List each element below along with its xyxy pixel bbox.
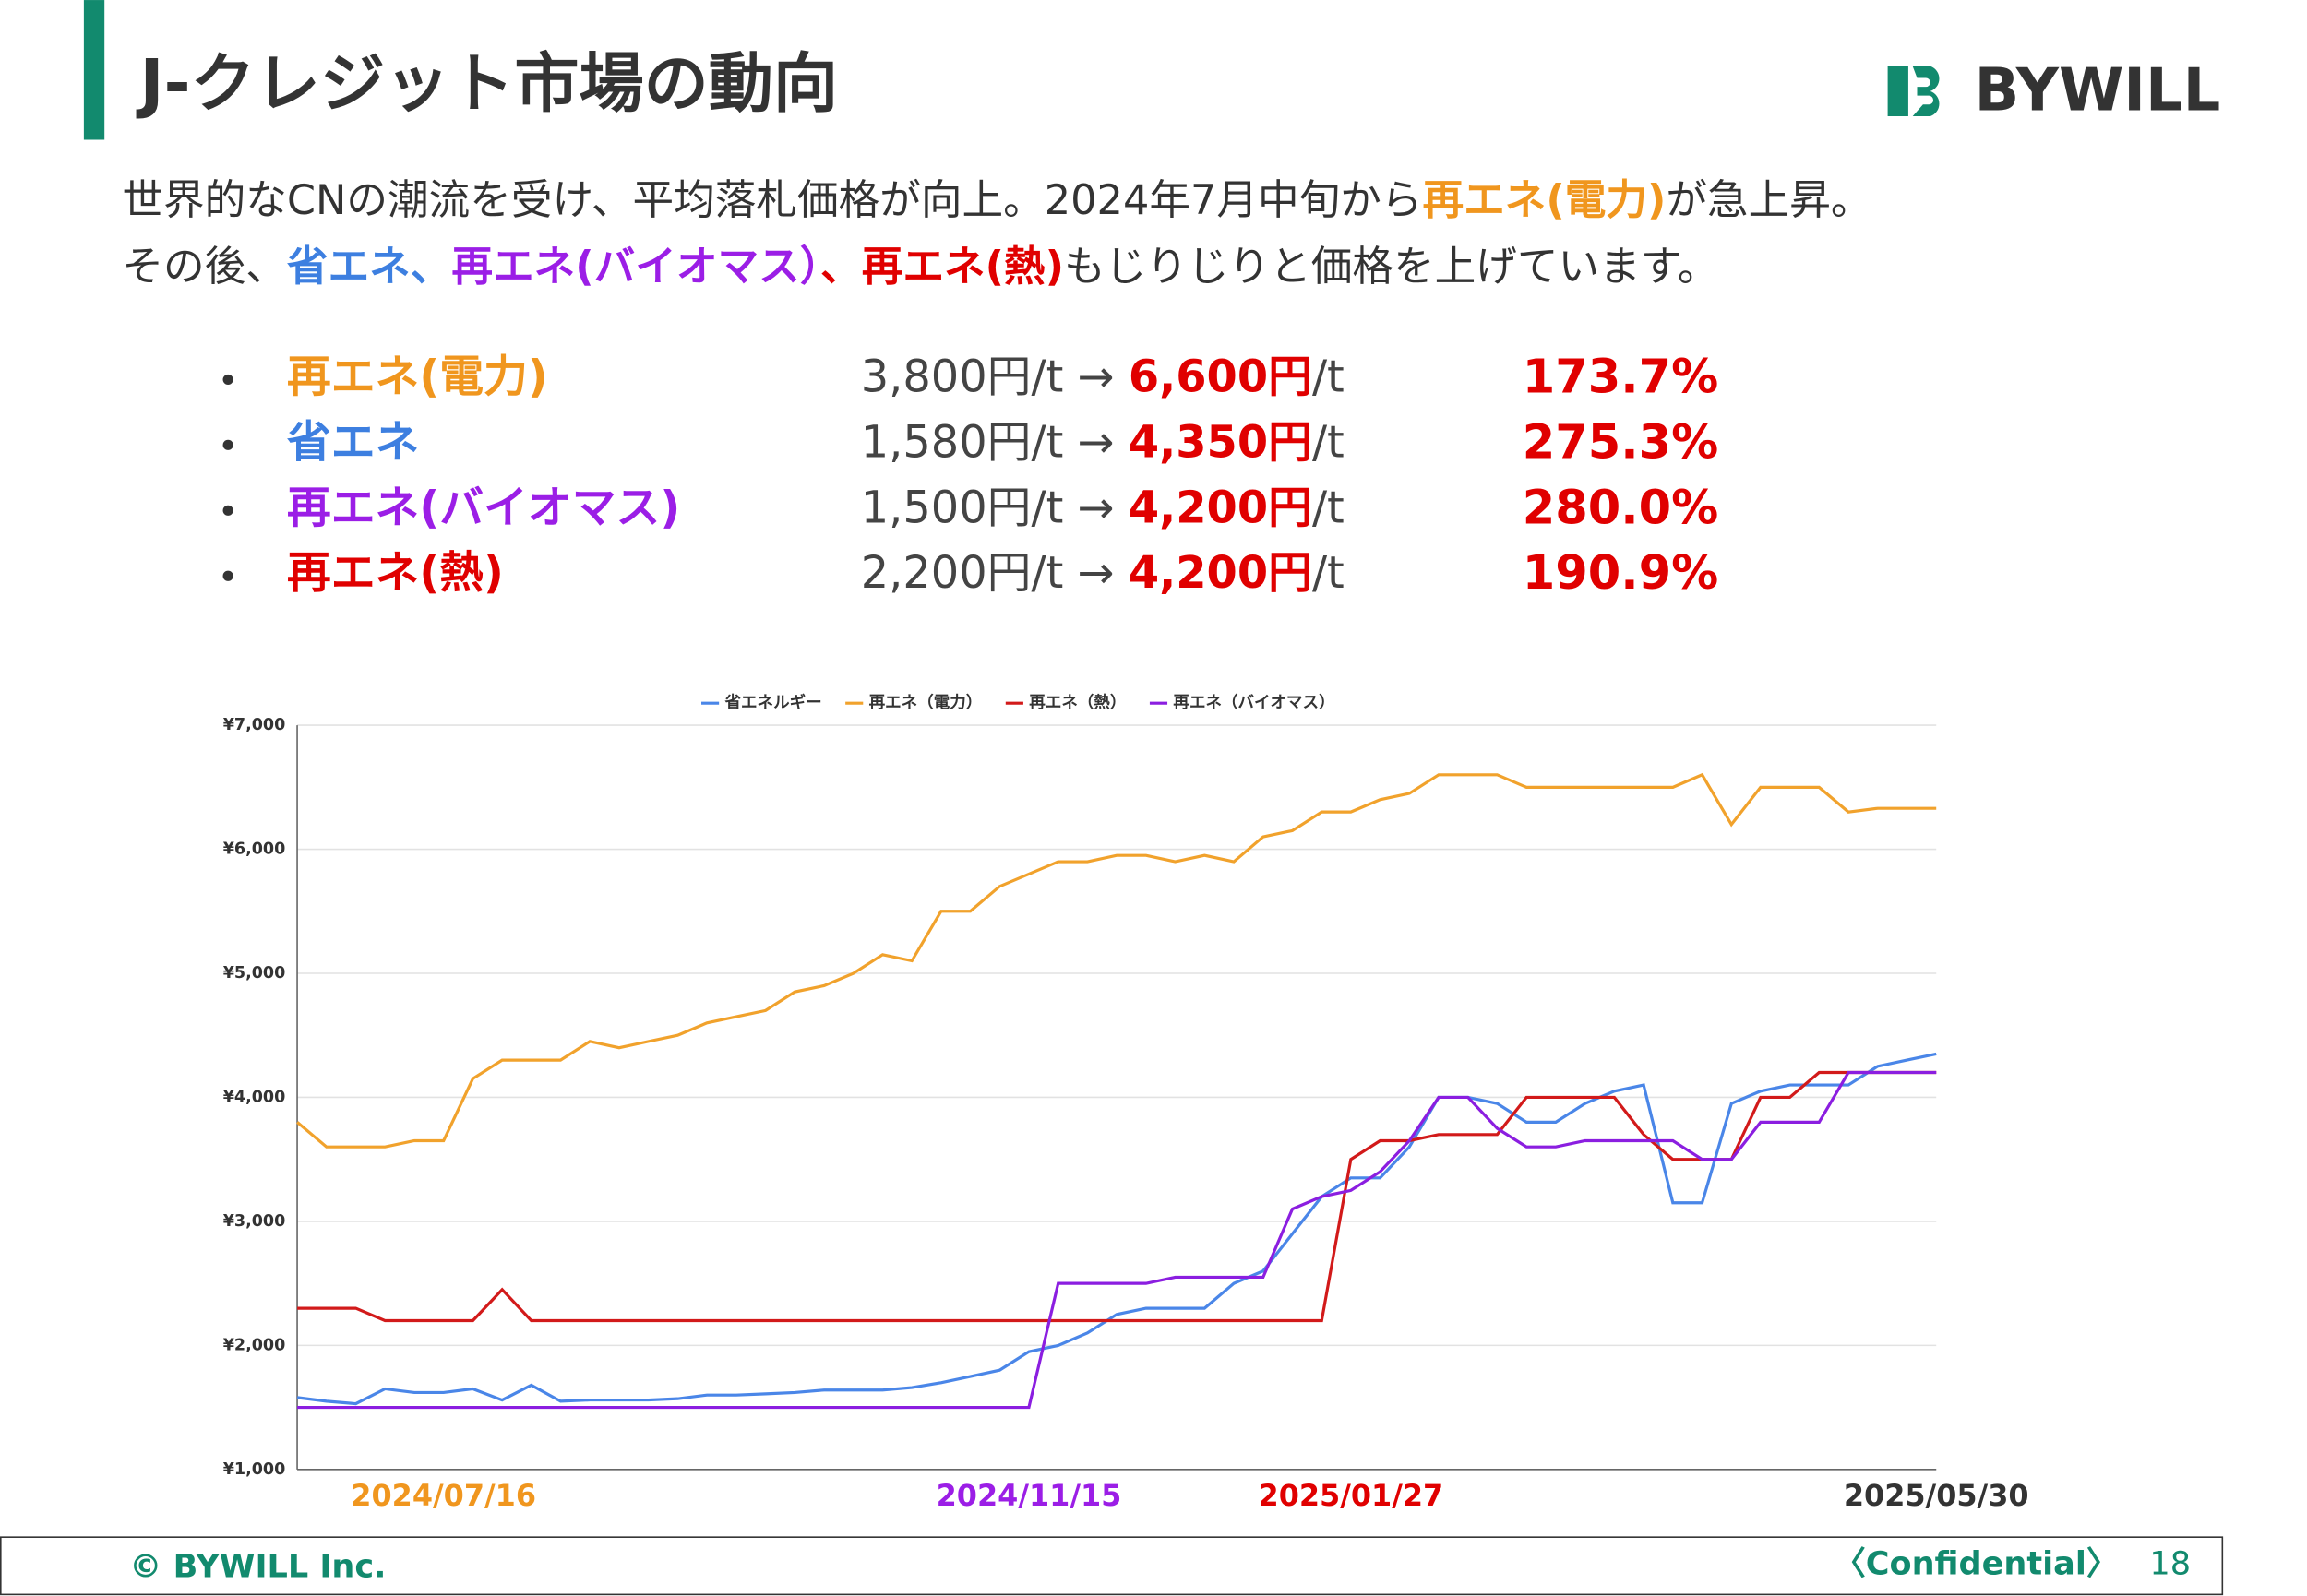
y-tick-label: ¥2,000: [223, 1336, 286, 1354]
price-from: 2,200円/t →: [861, 548, 1129, 599]
intro-segment: もじりじりと価格を上げています。: [1064, 243, 1719, 291]
intro-segment: 、再エネ(熱): [820, 243, 1064, 291]
legend-label: 再エネ（熱）: [1029, 693, 1126, 712]
bullet-price: 1,500円/t → 4,200円/t: [861, 482, 1345, 533]
intro-line: その後、省エネ、再エネ(バイオマス）、再エネ(熱)もじりじりと価格を上げています…: [122, 243, 1718, 291]
date-annotation: 2024/07/16: [351, 1478, 536, 1513]
bullet-rate: 190.9%: [1523, 546, 1718, 601]
series-line: [297, 1070, 1937, 1323]
price-unit: /t: [1312, 351, 1345, 402]
series-line: [296, 1052, 1937, 1406]
bullet-price: 2,200円/t → 4,200円/t: [861, 548, 1345, 599]
bullet-dot: [222, 374, 233, 385]
y-tick-label: ¥7,000: [223, 716, 286, 734]
price-unit: /t: [1312, 482, 1345, 533]
bullet-price: 1,580円/t → 4,350円/t: [861, 417, 1345, 468]
bullet-dot: [222, 570, 233, 581]
bullet-rate: 173.7%: [1523, 350, 1718, 404]
price-to: 4,350円: [1129, 417, 1312, 468]
page-number: 18: [2149, 1544, 2191, 1582]
confidential: 〈Confidential〉: [1834, 1544, 2119, 1582]
intro-line: 世界的なCNの潮流を受け、平均落札価格が向上。2024年7月中旬から再エネ(電力…: [122, 176, 1871, 224]
price-unit: /t: [1312, 548, 1345, 599]
intro-segment: 省エネ、: [287, 243, 452, 291]
bullet-rate: 280.0%: [1523, 481, 1718, 535]
bullet-name: 再エネ(バイオマス): [287, 482, 680, 533]
title: J-クレジット市場の動向: [136, 46, 838, 122]
intro-segment: その後、: [122, 243, 287, 291]
bullet-name: 再エネ(電力): [287, 351, 548, 402]
intro-segment: 再エネ(バイオマス）: [451, 243, 820, 291]
intro-segment: が急上昇。: [1666, 176, 1871, 224]
bullet-dot: [222, 439, 233, 450]
footer-box: [0, 1536, 2224, 1596]
y-tick-label: ¥3,000: [223, 1212, 286, 1231]
bullet-name: 省エネ: [287, 417, 420, 468]
title-bar: [83, 0, 105, 140]
copyright: © BYWILL Inc.: [129, 1548, 386, 1586]
bullet-rate: 275.3%: [1523, 415, 1718, 470]
legend-label: 省エネルギー: [724, 693, 822, 712]
y-tick-label: ¥6,000: [223, 840, 286, 859]
y-tick-label: ¥4,000: [223, 1088, 286, 1106]
legend-label: 再エネ（バイオマス）: [1173, 693, 1334, 712]
price-to: 4,200円: [1129, 482, 1312, 533]
series-line: [297, 1070, 1937, 1410]
price-from: 1,500円/t →: [861, 482, 1129, 533]
intro-segment: 再エネ(電力): [1422, 176, 1666, 224]
y-tick-label: ¥1,000: [223, 1460, 286, 1479]
price-from: 3,800円/t →: [861, 351, 1129, 402]
price-to: 4,200円: [1129, 548, 1312, 599]
intro-segment: 世界的なCNの潮流を受け、平均落札価格が向上。2024年7月中旬から: [122, 176, 1422, 224]
bullet-dot: [222, 505, 233, 516]
date-annotation: 2024/11/15: [937, 1478, 1122, 1513]
series-line: [296, 772, 1937, 1149]
price-from: 1,580円/t →: [861, 417, 1129, 468]
bullet-name: 再エネ(熱): [287, 548, 504, 599]
bullet-price: 3,800円/t → 6,600円/t: [861, 351, 1345, 402]
logo-text: BYWILL: [1975, 57, 2221, 125]
legend: 省エネルギー 再エネ（電力） 再エネ（熱） 再エネ（バイオマス）: [701, 693, 1335, 712]
legend-label: 再エネ（電力）: [869, 693, 983, 712]
price-unit: /t: [1312, 417, 1345, 468]
y-tick-label: ¥5,000: [223, 964, 286, 983]
date-annotation: 2025/01/27: [1259, 1478, 1444, 1513]
price-to: 6,600円: [1129, 351, 1312, 402]
date-annotation: 2025/05/30: [1844, 1478, 2029, 1513]
logo-icon: [1887, 66, 1940, 117]
